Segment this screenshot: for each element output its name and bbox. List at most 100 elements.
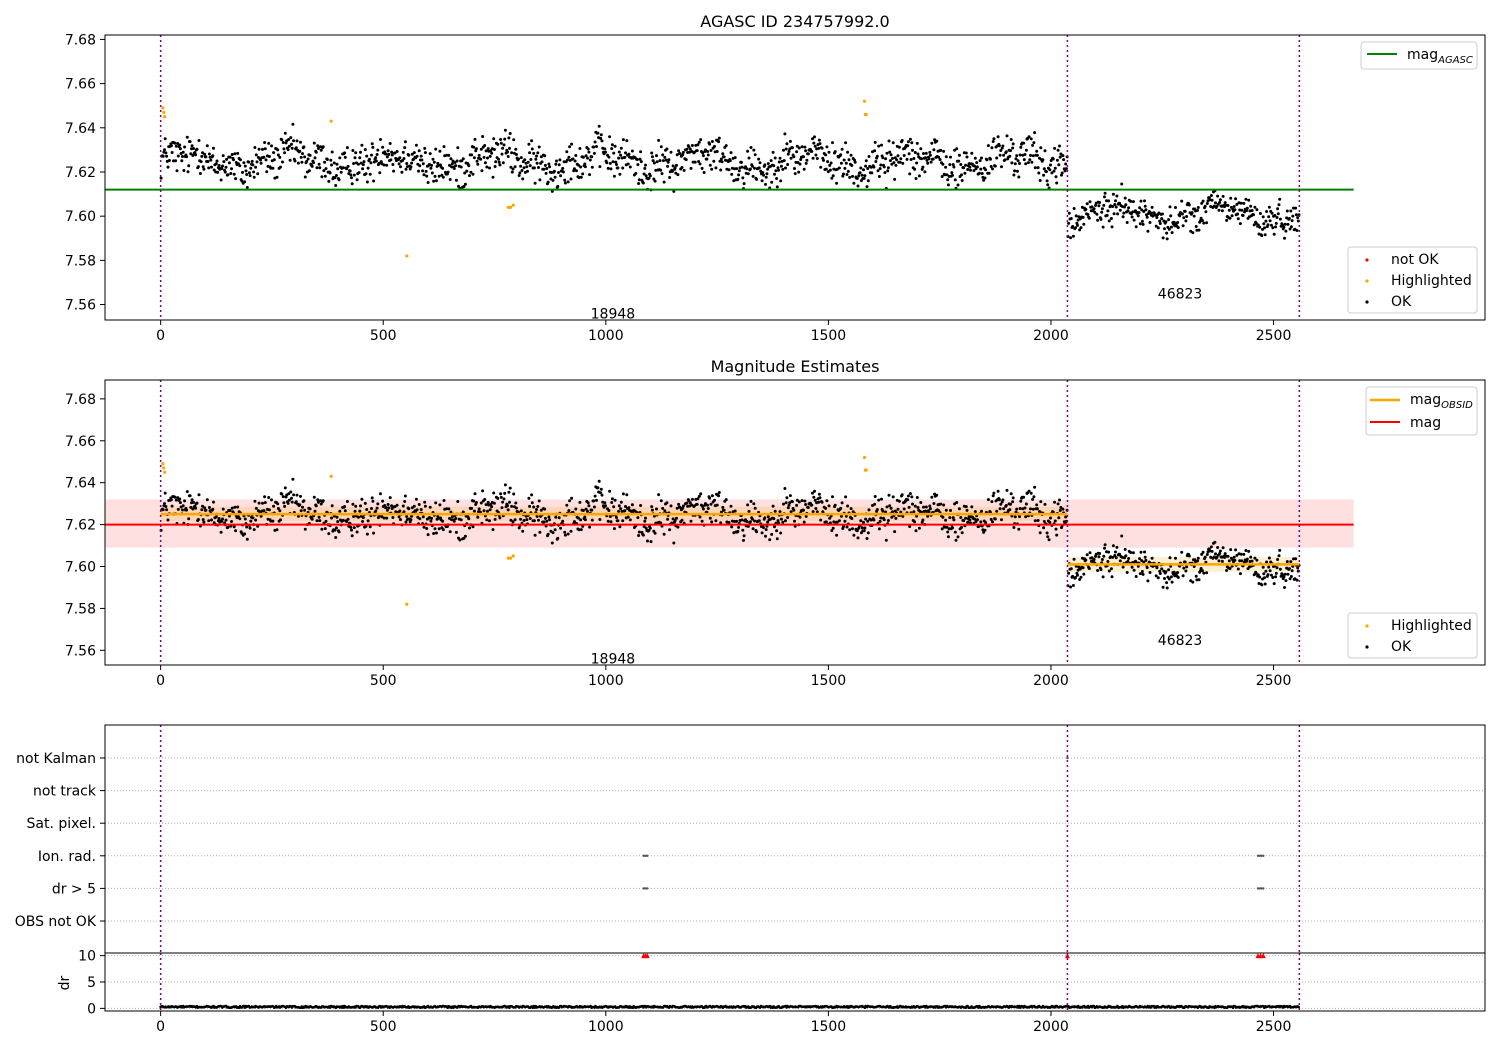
agasc-ok-point [877,175,881,178]
agasc-ok-point [412,151,416,155]
agasc-ok-point [1053,166,1057,170]
agasc-ok-point [584,154,588,158]
magnitude-ok-point [486,509,489,513]
magnitude-ok-point [1169,575,1173,579]
magnitude-ok-point [1260,583,1264,587]
magnitude-ok-point [685,501,689,505]
agasc-ok-point [730,172,734,176]
agasc-ok-point [1267,215,1271,219]
magnitude-ok-point [1107,550,1111,554]
magnitude-ok-point [912,510,916,514]
agasc-ok-point [462,185,466,188]
agasc-ok-point [913,167,917,171]
magnitude-ytick-label: 7.66 [65,434,96,450]
agasc-ok-point [281,141,285,144]
agasc-ok-point [989,157,992,161]
agasc-ok-point [712,159,716,163]
magnitude-ok-point [944,518,948,522]
agasc-ok-point [1028,158,1032,162]
agasc-ok-point [850,164,854,167]
magnitude-ok-point [517,526,521,530]
agasc-ok-point [330,163,333,167]
agasc-ok-point [328,171,332,175]
agasc-ok-point [847,158,851,162]
agasc-ok-point [503,128,507,132]
magnitude-ok-point [1134,559,1137,563]
magnitude-ok-point [671,517,675,521]
magnitude-ok-point [1284,579,1288,583]
agasc-ok-point [894,163,898,167]
magnitude-ok-point [676,525,680,529]
agasc-ok-point [577,163,580,167]
magnitude-ok-point [766,520,770,524]
magnitude-ok-point [1099,568,1103,572]
magnitude-ok-point [485,518,489,522]
magnitude-ok-point [1220,559,1224,563]
magnitude-ok-point [1059,506,1063,509]
agasc-ok-point [1209,194,1213,197]
magnitude-ok-point [1100,558,1104,561]
agasc-ok-point [876,169,880,173]
agasc-ok-point [627,152,631,156]
agasc-ok-point [1245,209,1249,213]
agasc-ok-point [972,169,976,173]
agasc-ok-point [163,137,167,141]
agasc-ok-point [727,168,731,172]
magnitude-ok-point [795,503,799,507]
magnitude-ok-point [488,519,491,523]
agasc-ok-point [1014,157,1018,161]
agasc-ok-point [327,179,331,183]
magnitude-ok-point [283,486,287,490]
magnitude-ok-point [1181,574,1185,578]
agasc-ok-point [946,178,950,182]
agasc-ok-point [793,172,797,176]
magnitude-ok-point [1154,574,1158,578]
magnitude-ok-point [196,518,200,521]
agasc-ok-point [371,145,375,149]
agasc-ok-point [182,169,186,172]
agasc-ok-point [1125,221,1129,224]
agasc-panel-title: AGASC ID 234757992.0 [700,12,889,31]
magnitude-ok-point [590,508,594,512]
magnitude-ok-point [221,517,224,521]
agasc-ok-point [241,170,244,174]
agasc-ok-point [494,160,498,164]
magnitude-ok-point [370,496,374,500]
agasc-ok-point [159,176,163,180]
magnitude-ok-point [784,501,788,505]
agasc-ok-point [897,145,901,149]
agasc-ok-point [766,162,770,166]
agasc-ok-point [332,161,336,165]
agasc-highlighted-point [864,112,868,117]
magnitude-ok-point [906,498,910,502]
agasc-ok-point [1240,208,1244,212]
magnitude-ok-point [1121,565,1125,569]
magnitude-ok-point [1232,555,1236,559]
agasc-ok-point [350,182,354,186]
agasc-ok-point [1268,219,1272,223]
agasc-ok-point [617,156,621,160]
magnitude-ok-point [581,524,585,528]
agasc-ok-point [1031,154,1035,158]
agasc-ok-point [893,177,897,181]
agasc-ok-point [1137,211,1141,215]
magnitude-ok-point [1148,571,1152,574]
agasc-ok-point [690,144,694,147]
magnitude-ok-point [217,517,221,520]
magnitude-ok-point [1258,575,1262,579]
magnitude-ok-point [545,519,549,523]
agasc-ok-point [546,180,550,184]
magnitude-ok-point [1038,531,1042,535]
magnitude-ok-point [675,516,678,520]
agasc-ok-point [1012,173,1016,177]
magnitude-ok-point [911,502,914,506]
agasc-ok-point [1252,213,1255,217]
magnitude-ok-point [405,515,409,518]
agasc-ok-point [924,151,928,155]
agasc-ok-point [621,166,625,170]
agasc-ok-point [348,169,352,173]
agasc-ok-point [992,137,996,141]
magnitude-ok-point [1098,552,1102,555]
agasc-ok-point [329,158,333,162]
agasc-ok-point [916,152,920,156]
